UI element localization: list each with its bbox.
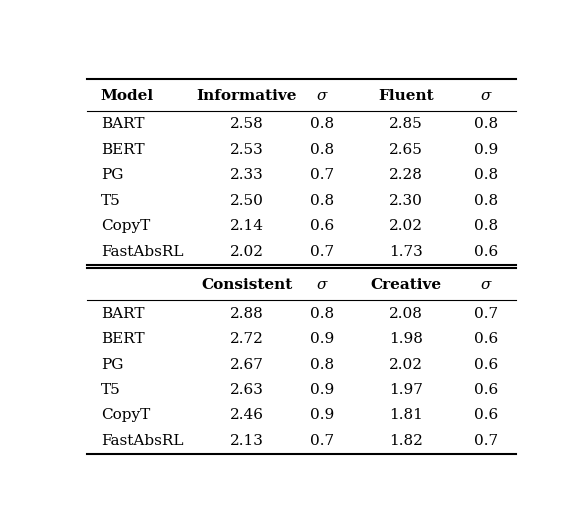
Text: 2.08: 2.08 xyxy=(389,307,423,321)
Text: 2.63: 2.63 xyxy=(230,383,263,397)
Text: BERT: BERT xyxy=(101,143,145,157)
Text: 0.8: 0.8 xyxy=(474,219,498,233)
Text: Fluent: Fluent xyxy=(378,89,434,103)
Text: 0.8: 0.8 xyxy=(310,117,334,132)
Text: 1.98: 1.98 xyxy=(389,332,423,346)
Text: 2.65: 2.65 xyxy=(389,143,423,157)
Text: 0.7: 0.7 xyxy=(310,245,334,258)
Text: 2.14: 2.14 xyxy=(230,219,263,233)
Text: 0.6: 0.6 xyxy=(310,219,334,233)
Text: σ: σ xyxy=(481,278,491,292)
Text: CopyT: CopyT xyxy=(101,408,150,422)
Text: 2.33: 2.33 xyxy=(230,168,263,182)
Text: 0.6: 0.6 xyxy=(474,383,498,397)
Text: 0.9: 0.9 xyxy=(310,332,334,346)
Text: Model: Model xyxy=(101,89,154,103)
Text: FastAbsRL: FastAbsRL xyxy=(101,434,183,448)
Text: 0.9: 0.9 xyxy=(310,383,334,397)
Text: 2.02: 2.02 xyxy=(389,357,423,372)
Text: 2.46: 2.46 xyxy=(230,408,263,422)
Text: 2.30: 2.30 xyxy=(389,194,423,208)
Text: 0.6: 0.6 xyxy=(474,332,498,346)
Text: PG: PG xyxy=(101,357,123,372)
Text: BART: BART xyxy=(101,307,144,321)
Text: 2.13: 2.13 xyxy=(230,434,263,448)
Text: 1.81: 1.81 xyxy=(389,408,423,422)
Text: 2.88: 2.88 xyxy=(230,307,263,321)
Text: 0.7: 0.7 xyxy=(474,434,498,448)
Text: 0.6: 0.6 xyxy=(474,357,498,372)
Text: 0.8: 0.8 xyxy=(310,194,334,208)
Text: 2.50: 2.50 xyxy=(230,194,263,208)
Text: 0.7: 0.7 xyxy=(474,307,498,321)
Text: 2.53: 2.53 xyxy=(230,143,263,157)
Text: 2.58: 2.58 xyxy=(230,117,263,132)
Text: Creative: Creative xyxy=(370,278,442,292)
Text: 0.9: 0.9 xyxy=(310,408,334,422)
Text: T5: T5 xyxy=(101,383,121,397)
Text: 2.02: 2.02 xyxy=(230,245,263,258)
Text: 2.85: 2.85 xyxy=(389,117,423,132)
Text: 2.72: 2.72 xyxy=(230,332,263,346)
Text: 2.67: 2.67 xyxy=(230,357,263,372)
Text: 0.8: 0.8 xyxy=(310,307,334,321)
Text: 1.97: 1.97 xyxy=(389,383,423,397)
Text: 0.8: 0.8 xyxy=(474,168,498,182)
Text: T5: T5 xyxy=(101,194,121,208)
Text: FastAbsRL: FastAbsRL xyxy=(101,245,183,258)
Text: BERT: BERT xyxy=(101,332,145,346)
Text: 0.9: 0.9 xyxy=(474,143,498,157)
Text: 0.7: 0.7 xyxy=(310,434,334,448)
Text: σ: σ xyxy=(481,89,491,103)
Text: Consistent: Consistent xyxy=(201,278,292,292)
Text: 0.7: 0.7 xyxy=(310,168,334,182)
Text: 2.02: 2.02 xyxy=(389,219,423,233)
Text: 1.82: 1.82 xyxy=(389,434,423,448)
Text: 0.6: 0.6 xyxy=(474,245,498,258)
Text: 2.28: 2.28 xyxy=(389,168,423,182)
Text: BART: BART xyxy=(101,117,144,132)
Text: 0.6: 0.6 xyxy=(474,408,498,422)
Text: 0.8: 0.8 xyxy=(474,117,498,132)
Text: 0.8: 0.8 xyxy=(310,143,334,157)
Text: 1.73: 1.73 xyxy=(389,245,423,258)
Text: CopyT: CopyT xyxy=(101,219,150,233)
Text: Informative: Informative xyxy=(196,89,297,103)
Text: PG: PG xyxy=(101,168,123,182)
Text: 0.8: 0.8 xyxy=(474,194,498,208)
Text: 0.8: 0.8 xyxy=(310,357,334,372)
Text: σ: σ xyxy=(317,89,327,103)
Text: σ: σ xyxy=(317,278,327,292)
